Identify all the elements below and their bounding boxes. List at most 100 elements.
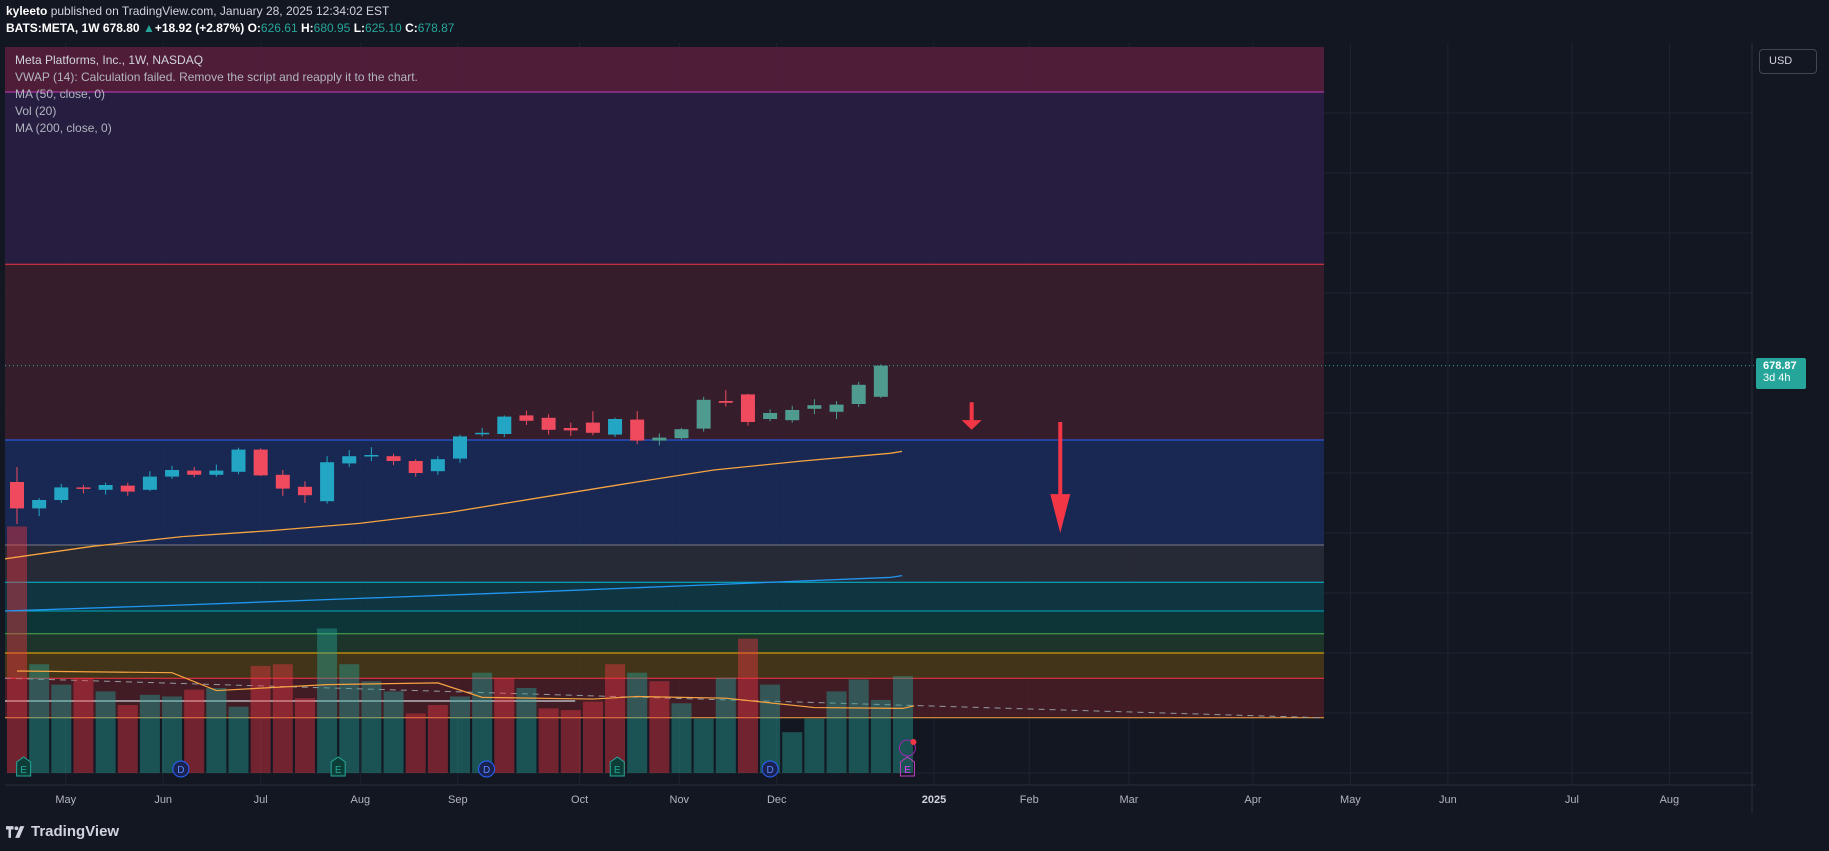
candle-body: [652, 437, 667, 441]
alert-badge-icon: [898, 739, 916, 757]
legend-title[interactable]: Meta Platforms, Inc., 1W, NASDAQ: [15, 53, 204, 67]
candle-body: [608, 419, 623, 435]
candle-body: [630, 419, 645, 441]
tradingview-logo[interactable]: TradingView: [6, 823, 119, 840]
volume-bar: [826, 691, 847, 773]
earnings-marker: [609, 756, 625, 777]
volume-bar: [73, 677, 94, 773]
price-chart-svg[interactable]: EDEDEDE0.0000100.00200.00300.00400.00500…: [5, 43, 1756, 813]
candle-body: [475, 432, 490, 435]
volume-bar: [782, 732, 803, 773]
open-label: O:: [247, 21, 261, 35]
candle-body: [364, 455, 379, 457]
dividend-marker-label: D: [766, 765, 773, 776]
candle-body: [320, 462, 335, 502]
volume-bar: [737, 638, 758, 773]
candle-body: [10, 482, 24, 509]
tradingview-brand: TradingView: [31, 823, 120, 840]
volume-bar: [361, 681, 382, 773]
earnings-marker-label: E: [20, 765, 27, 776]
zone-band: [5, 633, 1324, 653]
candle-body: [386, 456, 401, 461]
volume-bar: [272, 664, 293, 773]
zone-band: [5, 264, 1324, 440]
volume-bar: [206, 688, 227, 773]
time-tick-label: Jun: [154, 794, 172, 806]
candle-body: [497, 416, 512, 434]
time-tick-label: May: [55, 794, 76, 806]
author-name[interactable]: kyleeto: [6, 4, 48, 18]
earnings-marker: [330, 756, 346, 777]
volume-bar: [893, 676, 913, 773]
zone-band: [5, 678, 1324, 718]
zone-band: [5, 440, 1324, 545]
price-tag-value: 678.87: [1763, 360, 1797, 372]
legend-vwap[interactable]: VWAP (14): Calculation failed. Remove th…: [15, 70, 418, 84]
volume-bar: [715, 677, 736, 773]
earnings-marker-label: E: [335, 765, 342, 776]
candle-body: [430, 459, 445, 472]
zone-band: [5, 611, 1324, 634]
volume-bar: [51, 684, 72, 773]
dividend-marker-label: D: [483, 765, 490, 776]
volume-bar: [95, 691, 116, 773]
volume-bar: [560, 710, 581, 773]
low-value: 625.10: [365, 21, 402, 35]
volume-bar: [383, 691, 404, 773]
time-tick-label: Oct: [571, 794, 588, 806]
earnings-marker: [899, 756, 915, 777]
candle-body: [32, 500, 47, 509]
candle-body: [76, 487, 91, 489]
time-tick-label: Jun: [1439, 794, 1457, 806]
last-price-tag: 678.87 3d 4h: [1756, 358, 1806, 389]
publish-info: kyleeto published on TradingView.com, Ja…: [6, 4, 389, 18]
candle-body: [408, 461, 423, 473]
candle-body: [851, 384, 866, 404]
time-tick-label: 2025: [922, 794, 946, 806]
candle-body: [275, 474, 290, 489]
volume-bar: [162, 696, 183, 773]
candle-body: [54, 487, 69, 500]
time-tick-label: Aug: [1660, 794, 1680, 806]
earnings-marker-label: E: [614, 765, 621, 776]
time-tick-label: Aug: [351, 794, 371, 806]
candle-body: [785, 410, 800, 421]
candle-body: [187, 470, 202, 475]
chart-area[interactable]: EDEDEDE0.0000100.00200.00300.00400.00500…: [5, 43, 1756, 813]
price-tag-countdown: 3d 4h: [1763, 372, 1791, 384]
high-label: H:: [300, 21, 314, 35]
currency-selector[interactable]: USD: [1759, 49, 1817, 74]
change-value: +18.92 (+2.87%): [154, 21, 245, 35]
time-tick-label: Jul: [1565, 794, 1579, 806]
down-arrow-annotation: [961, 402, 982, 430]
candle-body: [120, 485, 135, 492]
legend-vol[interactable]: Vol (20): [15, 104, 57, 118]
time-tick-label: Feb: [1020, 794, 1039, 806]
legend-ma50[interactable]: MA (50, close, 0): [15, 87, 106, 101]
candle-body: [165, 470, 180, 477]
volume-bar: [184, 689, 205, 773]
up-triangle-icon: ▲: [142, 21, 155, 35]
ma200-line: [5, 574, 903, 612]
earnings-marker: [16, 756, 32, 777]
close-value: 678.87: [417, 21, 455, 35]
volume-bar: [627, 672, 648, 773]
time-tick-label: May: [1340, 794, 1361, 806]
candle-body: [718, 401, 733, 403]
low-label: L:: [353, 21, 366, 35]
volume-bar: [427, 705, 448, 773]
alert-dot-icon: [910, 739, 917, 745]
candle-body: [519, 415, 534, 421]
volume-bar: [605, 664, 626, 773]
volume-bar: [760, 684, 781, 773]
candle-body: [696, 399, 711, 429]
legend-ma200[interactable]: MA (200, close, 0): [15, 121, 112, 135]
volume-bar: [7, 526, 27, 773]
candle-body: [231, 449, 246, 472]
dividend-marker: [172, 760, 190, 778]
time-tick-label: Apr: [1244, 794, 1261, 806]
dividend-marker: [761, 760, 779, 778]
volume-bar: [29, 664, 50, 773]
symbol-label[interactable]: BATS:META, 1W: [6, 21, 100, 35]
volume-bar: [450, 696, 470, 773]
